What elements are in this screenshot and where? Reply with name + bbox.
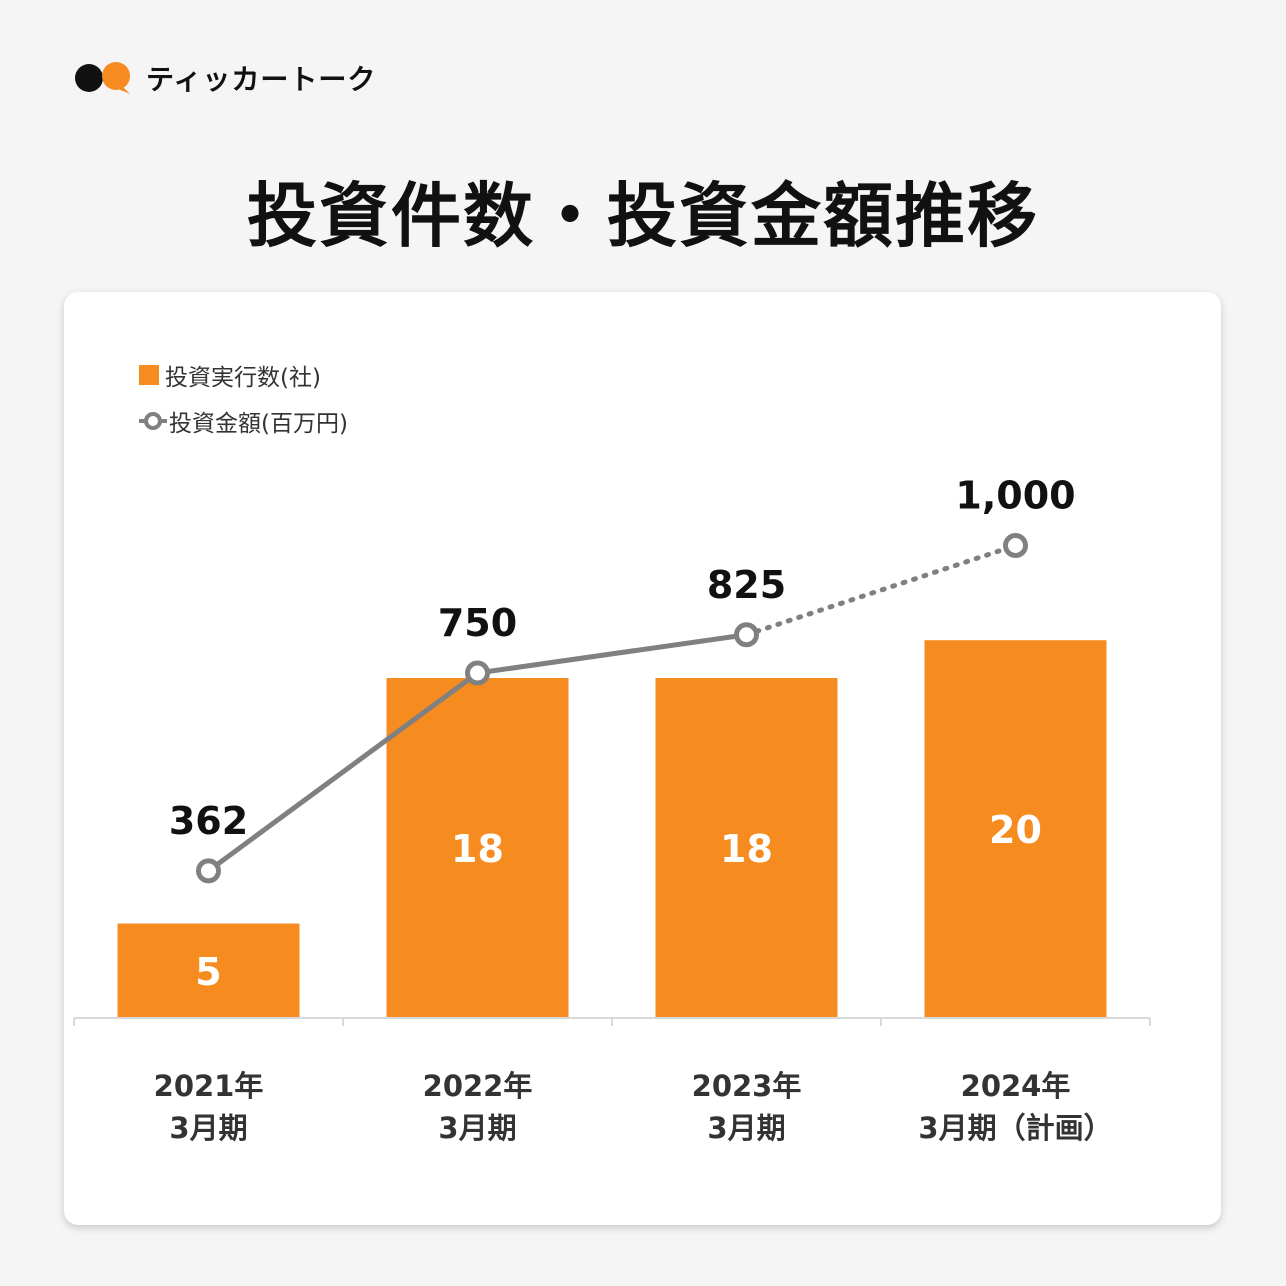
line-value-label: 825 — [707, 563, 786, 607]
category-label: 3月期 — [707, 1111, 785, 1145]
category-label: 2024年 — [961, 1069, 1071, 1103]
legend-item-line: 投資金額(百万円) — [139, 404, 348, 438]
line-value-label: 362 — [169, 799, 248, 843]
category-label: 2023年 — [692, 1069, 802, 1103]
bar — [386, 678, 569, 1018]
bar — [117, 923, 300, 1018]
brand-name: ティッカートーク — [146, 63, 377, 96]
line-value-label: 1,000 — [955, 474, 1075, 518]
category-label: 3月期 — [169, 1111, 247, 1145]
page-title: 投資件数・投資金額推移 — [247, 175, 1039, 257]
line-point — [734, 622, 759, 648]
category-label: 2021年 — [154, 1069, 264, 1103]
bar-value-label: 5 — [195, 950, 221, 994]
bar-value-label: 18 — [451, 827, 504, 871]
bar — [924, 640, 1107, 1018]
legend-bar-swatch — [139, 365, 159, 385]
line-point — [465, 660, 490, 686]
legend-bar-label: 投資実行数(社) — [165, 365, 321, 391]
brand-logo-icon — [75, 62, 130, 94]
line-value-label: 750 — [438, 601, 517, 645]
line-point — [1003, 533, 1028, 558]
legend-item-bar: 投資実行数(社) — [139, 358, 348, 392]
chart-legend: 投資実行数(社) 投資金額(百万円) — [139, 358, 348, 450]
line-point — [196, 858, 221, 884]
category-label: 3月期（計画） — [918, 1111, 1112, 1145]
brand-logo: ティッカートーク — [74, 58, 376, 98]
legend-line-marker-icon — [139, 412, 167, 430]
bar — [655, 678, 838, 1018]
bar-value-label: 18 — [720, 827, 773, 871]
bar-value-label: 20 — [989, 808, 1042, 852]
legend-line-label: 投資金額(百万円) — [169, 411, 348, 437]
investment-amount-projected-line — [744, 543, 1018, 638]
category-label: 2022年 — [423, 1069, 533, 1103]
category-label: 3月期 — [438, 1111, 516, 1145]
